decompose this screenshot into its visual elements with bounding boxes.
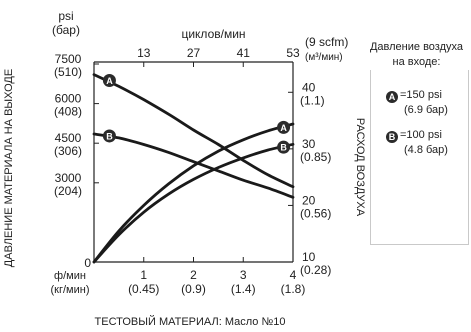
right-tick-sublabel-0: (0.28) <box>300 263 331 277</box>
marker-air-consumption-b-letter: B <box>280 143 287 153</box>
left-zero-label: 0 <box>84 256 91 270</box>
left-axis-unit-sub: (бар) <box>52 23 80 37</box>
marker-air-consumption-b-circle <box>277 140 291 154</box>
right-tick-sublabel-1: (0.56) <box>300 206 331 220</box>
right-tick-sublabel-3: (1.1) <box>300 93 325 107</box>
bottom-tick-sublabel-3: (1.8) <box>281 282 306 296</box>
left-tick-sublabel-0: (204) <box>54 184 82 198</box>
legend-entry-b: B =100 psi (4.8 бар) <box>386 128 448 157</box>
bottom-axis-unit: ф/мин <box>54 270 86 282</box>
legend-entry-a: A =150 psi (6.9 бар) <box>386 88 448 117</box>
top-axis-title: циклов/мин <box>181 27 245 41</box>
top-tick-label-2: 41 <box>237 46 251 60</box>
left-axis-unit: psi <box>58 9 73 23</box>
left-tick-label-1: 4500 <box>55 131 82 145</box>
right-tick-sublabel-2: (0.85) <box>300 150 331 164</box>
marker-fluid-pressure-b: B <box>102 129 116 143</box>
left-tick-label-2: 6000 <box>55 92 82 106</box>
right-tick-label-0: 10 <box>302 250 316 264</box>
left-tick-label-0: 3000 <box>55 171 82 185</box>
legend-marker-a: A <box>386 91 398 103</box>
legend-entry-a-line1: =150 psi <box>400 89 442 101</box>
bottom-tick-label-3: 4 <box>290 268 297 282</box>
marker-fluid-pressure-b-circle <box>102 129 116 143</box>
legend-title-line1: Давление воздуха <box>369 41 464 53</box>
bottom-tick-label-2: 3 <box>240 268 247 282</box>
bottom-axis-unit-sub: (кг/мин) <box>51 284 90 296</box>
bottom-tick-sublabel-1: (0.9) <box>181 282 206 296</box>
bottom-tick-label-0: 1 <box>140 268 147 282</box>
marker-air-consumption-a: A <box>277 120 291 134</box>
series-layer <box>92 73 295 264</box>
series-air-consumption-b <box>92 142 295 264</box>
series-air-consumption-a <box>92 122 295 264</box>
top-tick-label-0: 13 <box>137 46 151 60</box>
legend-marker-b: B <box>386 131 398 143</box>
left-tick-sublabel-2: (408) <box>54 105 82 119</box>
left-tick-label-3: 7500 <box>55 52 82 66</box>
legend-title: Давление воздуха на входе: <box>362 40 471 70</box>
right-axis-unit: (9 scfm) <box>305 35 348 49</box>
right-tick-label-2: 30 <box>302 137 316 151</box>
legend-entry-a-line2: (6.9 бар) <box>404 104 448 116</box>
marker-fluid-pressure-a: A <box>102 74 116 87</box>
top-tick-label-3: 53 <box>286 46 300 60</box>
series-fluid-pressure-a <box>92 73 295 189</box>
marker-fluid-pressure-a-letter: A <box>106 76 113 86</box>
series-fluid-pressure-b <box>92 132 295 199</box>
right-tick-label-3: 40 <box>302 80 316 94</box>
top-tick-label-1: 27 <box>187 46 201 60</box>
right-tick-label-1: 20 <box>302 193 316 207</box>
legend-entry-b-line2: (4.8 бар) <box>404 144 448 156</box>
bottom-tick-sublabel-0: (0.45) <box>128 282 159 296</box>
axes: 3000(204)4500(306)6000(408)7500(510)psi(… <box>3 9 366 296</box>
legend-entry-b-line1: =100 psi <box>400 129 442 141</box>
left-axis-title: ДАВЛЕНИЕ МАТЕРИАЛА НА ВЫХОДЕ <box>3 69 15 267</box>
bottom-tick-label-1: 2 <box>190 268 197 282</box>
right-axis-unit-sub: (м³/мин) <box>305 52 343 63</box>
legend-box <box>370 41 469 245</box>
marker-air-consumption-a-circle <box>277 120 291 134</box>
right-axis-title: РАСХОД ВОЗДУХА <box>354 118 366 217</box>
left-tick-sublabel-3: (510) <box>54 65 82 79</box>
marker-air-consumption-b: B <box>277 140 291 154</box>
marker-air-consumption-a-letter: A <box>280 123 287 133</box>
marker-fluid-pressure-b-letter: B <box>106 131 113 141</box>
legend-title-line2: на входе: <box>392 56 441 68</box>
marker-fluid-pressure-a-circle <box>102 74 116 87</box>
left-tick-sublabel-1: (306) <box>54 144 82 158</box>
chart-caption: ТЕСТОВЫЙ МАТЕРИАЛ: Масло №10 <box>94 316 286 328</box>
bottom-tick-sublabel-2: (1.4) <box>231 282 256 296</box>
